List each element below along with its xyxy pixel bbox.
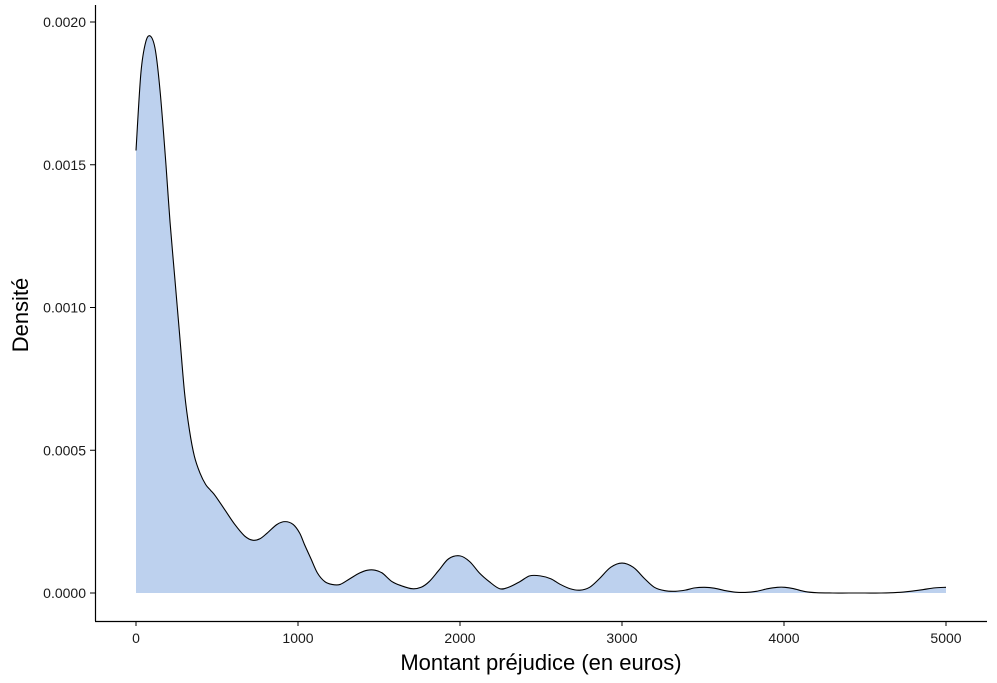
y-axis-title: Densité bbox=[8, 278, 33, 353]
y-ticks: 0.0000 0.0005 0.0010 0.0015 0.0020 bbox=[43, 14, 95, 601]
y-axis: 0.0000 0.0005 0.0010 0.0015 0.0020 bbox=[43, 5, 97, 621]
x-tick-label: 4000 bbox=[768, 630, 799, 646]
x-tick-label: 1000 bbox=[282, 630, 313, 646]
y-tick-label: 0.0015 bbox=[43, 157, 86, 173]
plot-area bbox=[135, 35, 947, 594]
x-tick-label: 5000 bbox=[930, 630, 961, 646]
x-axis-title: Montant préjudice (en euros) bbox=[400, 650, 681, 675]
y-tick-label: 0.0000 bbox=[43, 585, 86, 601]
density-curve bbox=[135, 35, 947, 594]
y-tick-label: 0.0020 bbox=[43, 14, 86, 30]
y-tick-label: 0.0005 bbox=[43, 442, 86, 458]
x-tick-label: 3000 bbox=[606, 630, 637, 646]
x-tick-label: 2000 bbox=[444, 630, 475, 646]
density-area-fill bbox=[136, 35, 946, 594]
y-tick-label: 0.0010 bbox=[43, 300, 86, 316]
x-ticks: 0 1000 2000 3000 4000 5000 bbox=[132, 621, 962, 646]
x-tick-label: 0 bbox=[132, 630, 140, 646]
x-axis: 0 1000 2000 3000 4000 5000 bbox=[95, 620, 987, 646]
